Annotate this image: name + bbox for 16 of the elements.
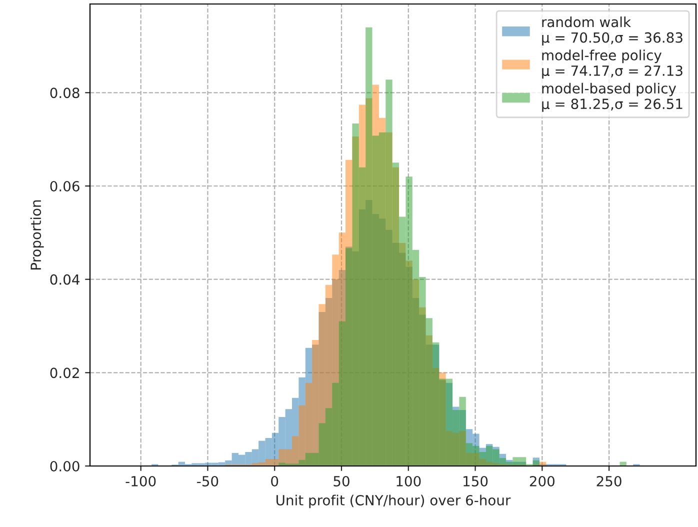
y-tick-label: 0.06 [50,180,80,192]
x-tick-label: 150 [464,476,488,486]
y-tick-label: 0.00 [50,460,80,472]
x-axis-title: Unit profit (CNY/hour) over 6-hour [276,494,511,508]
y-axis-title: Proportion [30,200,44,270]
y-tick-label: 0.02 [50,368,79,378]
x-tick-label: 100 [396,476,421,486]
x-tick-label: 200 [530,476,554,486]
x-tick-label: 50 [334,476,350,486]
x-tick-label: 0 [271,476,278,486]
legend-label: model-based policy μ = 81.25,σ = 26.51 [542,82,682,112]
y-tick-label: 0.04 [50,274,80,285]
y-tick-label: 0.08 [50,88,80,98]
x-tick-label: -50 [197,476,218,486]
x-tick-label: 250 [596,476,622,486]
x-tick-label: -100 [126,476,156,486]
